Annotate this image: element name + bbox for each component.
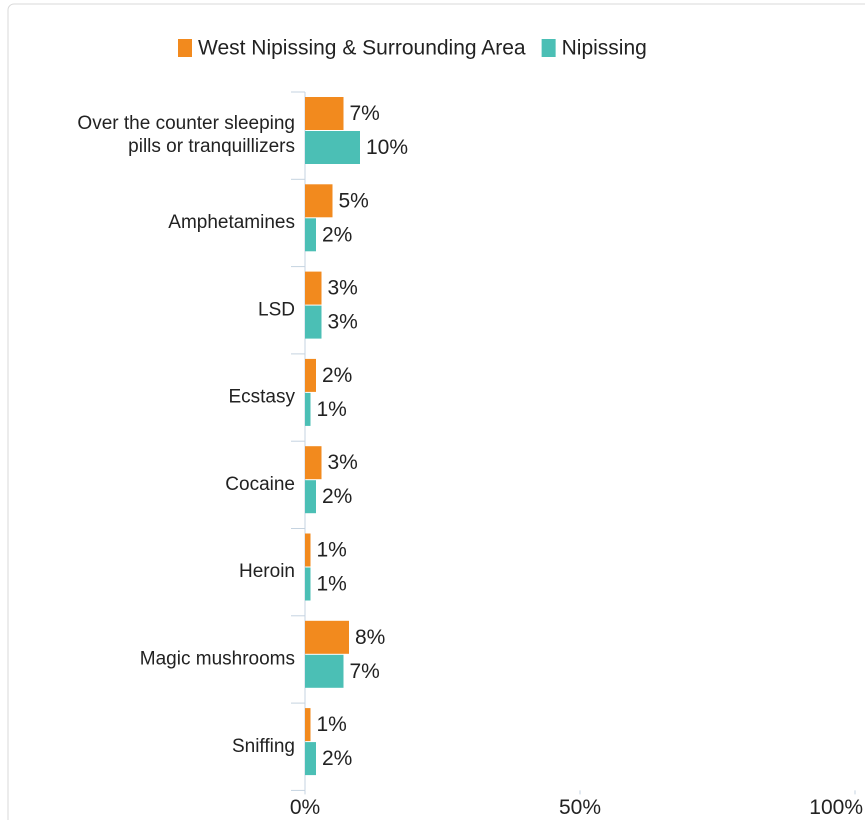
x-tick-label: 50% xyxy=(559,796,601,819)
category-label: Sniffing xyxy=(232,736,295,757)
bar xyxy=(305,218,316,252)
value-label: 7% xyxy=(350,660,380,683)
bar xyxy=(305,184,333,218)
value-label: 3% xyxy=(328,311,358,334)
category-label: Over the counter sleeping pills or tranqu… xyxy=(77,113,295,157)
category-label: Cocaine xyxy=(225,474,295,495)
legend: West Nipissing & Surrounding Area Nipissi… xyxy=(178,37,647,60)
value-label: 1% xyxy=(317,713,347,736)
bar xyxy=(305,271,322,305)
value-label: 2% xyxy=(322,223,352,246)
category-label: LSD xyxy=(258,299,295,320)
bar xyxy=(305,620,349,654)
card xyxy=(7,3,865,820)
bar xyxy=(305,392,311,426)
value-label: 3% xyxy=(328,277,358,300)
bar xyxy=(305,708,311,742)
bar xyxy=(305,742,316,776)
bar xyxy=(305,358,316,392)
value-label: 2% xyxy=(322,485,352,508)
value-label: 7% xyxy=(350,102,380,125)
value-label: 1% xyxy=(317,398,347,421)
value-label: 1% xyxy=(317,539,347,562)
bar xyxy=(305,533,311,567)
value-label: 3% xyxy=(328,451,358,474)
value-label: 10% xyxy=(366,136,408,159)
x-tick-label: 0% xyxy=(290,796,320,819)
x-tick-label: 100% xyxy=(809,796,863,819)
bar xyxy=(305,446,322,480)
category-label: Heroin xyxy=(239,561,295,582)
legend-label: West Nipissing & Surrounding Area xyxy=(198,37,526,60)
value-label: 2% xyxy=(322,364,352,387)
legend-swatch xyxy=(541,39,556,57)
legend-swatch xyxy=(178,39,192,57)
bar xyxy=(305,97,344,130)
bar xyxy=(305,480,316,514)
legend-label: Nipissing xyxy=(562,37,647,60)
bar xyxy=(305,305,322,339)
category-label-line: pills or tranquillizers xyxy=(128,136,295,157)
bar xyxy=(305,567,311,601)
value-label: 5% xyxy=(339,189,369,212)
category-label-line: Over the counter sleeping xyxy=(77,113,295,134)
value-label: 8% xyxy=(355,626,385,649)
bar xyxy=(305,654,344,688)
bar xyxy=(305,131,360,164)
value-label: 2% xyxy=(322,747,352,770)
category-label: Amphetamines xyxy=(168,212,295,233)
value-label: 1% xyxy=(317,573,347,596)
category-label: Ecstasy xyxy=(228,387,295,408)
category-label: Magic mushrooms xyxy=(140,648,295,669)
